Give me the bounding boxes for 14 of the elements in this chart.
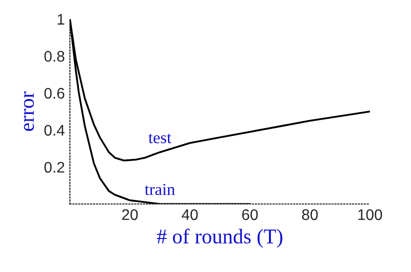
x-tick-label: 60 [242,209,258,220]
x-tick-label: 100 [358,209,382,220]
y-axis-title: error [24,91,34,131]
x-tick-label: 80 [302,209,318,220]
series-label: test [148,134,172,144]
y-tick-label: 0.8 [44,50,64,62]
y-tick-label: 0.4 [44,124,65,136]
series-label: train [144,184,175,196]
x-tick-label: 40 [182,209,198,220]
x-tick-label: 20 [122,209,138,220]
y-tick-label: 0.2 [44,162,64,173]
y-tick-label: 1 [58,14,64,25]
x-axis-title: # of rounds (T) [156,228,282,248]
y-tick-label: 0.6 [44,88,64,99]
